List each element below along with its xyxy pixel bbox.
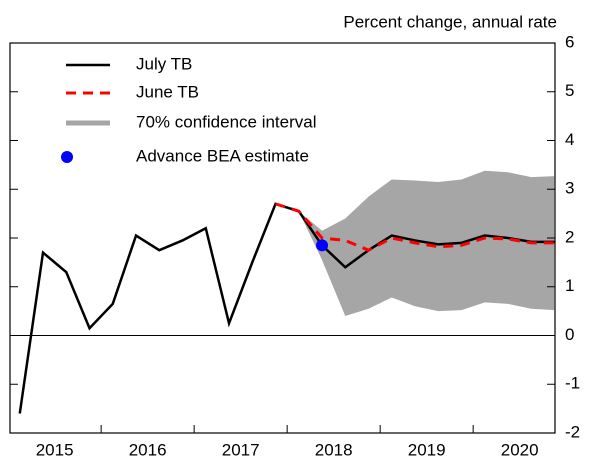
legend-swatch [61, 151, 73, 163]
y-tick-label: 1 [565, 276, 574, 295]
x-tick-label: 2019 [408, 440, 446, 459]
x-tick-label: 2015 [36, 440, 74, 459]
chart-title: Percent change, annual rate [343, 12, 557, 31]
y-tick-label: 3 [565, 179, 574, 198]
bea-point [316, 239, 329, 252]
y-tick-label: -1 [565, 374, 580, 393]
series-line [275, 202, 555, 252]
x-tick-label: 2020 [501, 440, 539, 459]
y-tick-label: 0 [565, 325, 574, 344]
series-line [18, 202, 555, 414]
x-tick-label: 2018 [315, 440, 353, 459]
legend-label: 70% confidence interval [136, 112, 317, 131]
y-tick-label: 4 [565, 130, 574, 149]
y-tick-label: -2 [565, 422, 580, 441]
legend-label: June TB [136, 82, 199, 101]
y-tick-label: 6 [565, 32, 574, 51]
x-tick-label: 2017 [222, 440, 260, 459]
x-tick-label: 2016 [129, 440, 167, 459]
y-tick-label: 2 [565, 227, 574, 246]
legend-label: July TB [136, 54, 192, 73]
legend-label: Advance BEA estimate [136, 146, 309, 165]
y-tick-label: 5 [565, 81, 574, 100]
